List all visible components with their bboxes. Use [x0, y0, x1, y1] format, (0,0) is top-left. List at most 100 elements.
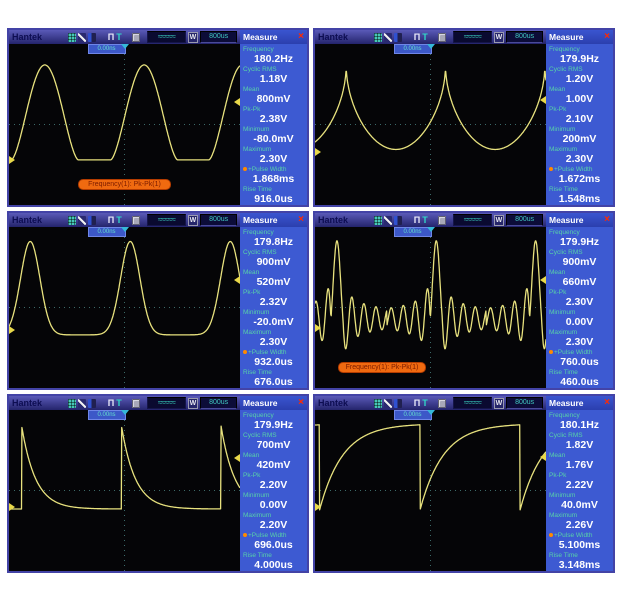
waveform-preview-box[interactable]: ≈≈≈≈≈	[453, 397, 492, 409]
trigger-level-marker[interactable]	[540, 96, 546, 105]
timebase-readout[interactable]: 800us	[200, 31, 238, 43]
measure-value: 932.0us	[254, 355, 293, 368]
trigger-time-marker[interactable]	[426, 410, 435, 415]
waveform-preview-box[interactable]: ≈≈≈≈≈	[453, 214, 492, 226]
trigger-time-marker[interactable]	[120, 44, 129, 49]
trigger-time-marker[interactable]	[426, 44, 435, 49]
pencil-edit-icon[interactable]	[384, 215, 392, 225]
window-mode-button[interactable]: W	[493, 31, 505, 43]
pencil-edit-icon[interactable]	[384, 398, 392, 408]
trigger-t-icon[interactable]: T	[116, 398, 122, 408]
measure-value: 2.30V	[565, 295, 594, 308]
close-icon[interactable]: ×	[604, 214, 610, 225]
measure-label: Pk-Pk	[549, 288, 567, 296]
pulse-trigger-icon[interactable]: Π	[107, 32, 115, 42]
measure-value: 2.26V	[565, 518, 594, 531]
channel-position-marker[interactable]	[315, 324, 321, 333]
measure-row: Frequency 179.8Hz	[240, 228, 307, 248]
pencil-edit-icon[interactable]	[78, 398, 86, 408]
timebase-readout[interactable]: 800us	[506, 214, 544, 226]
pencil-edit-icon[interactable]	[78, 32, 86, 42]
channel-position-marker[interactable]	[9, 155, 15, 164]
trigger-position-label: 0.00ns	[393, 227, 432, 237]
display-grid-icon[interactable]	[374, 32, 383, 42]
trigger-time-marker[interactable]	[120, 227, 129, 232]
trigger-t-icon[interactable]: T	[116, 32, 122, 42]
save-icon[interactable]	[132, 398, 141, 408]
channel-position-marker[interactable]	[315, 147, 321, 156]
save-icon[interactable]	[438, 215, 447, 225]
measure-row: Maximum 2.20V	[240, 511, 307, 531]
close-icon[interactable]: ×	[298, 31, 304, 42]
trigger-level-marker[interactable]	[234, 97, 240, 106]
trigger-t-icon[interactable]: T	[422, 32, 428, 42]
window-mode-button[interactable]: W	[493, 397, 505, 409]
waveform-preview-box[interactable]: ≈≈≈≈≈	[147, 397, 186, 409]
window-mode-button[interactable]: W	[493, 214, 505, 226]
waveform-preview-box[interactable]: ≈≈≈≈≈	[147, 31, 186, 43]
probe-icon[interactable]	[87, 215, 96, 225]
panel-body: 0.00ns Frequency 180.1Hz Cyclic RMS 1.82…	[315, 410, 613, 571]
measure-value: 800mV	[256, 92, 291, 105]
close-icon[interactable]: ×	[604, 31, 610, 42]
save-icon[interactable]	[438, 32, 447, 42]
pulse-trigger-icon[interactable]: Π	[107, 398, 115, 408]
waveform-preview-box[interactable]: ≈≈≈≈≈	[453, 31, 492, 43]
pulse-trigger-icon[interactable]: Π	[413, 215, 421, 225]
window-mode-button[interactable]: W	[187, 31, 199, 43]
hantek-logo: Hantek	[12, 398, 43, 408]
save-icon[interactable]	[132, 32, 141, 42]
display-grid-icon[interactable]	[68, 398, 77, 408]
measure-label-text: +Pulse Width	[248, 531, 287, 539]
timebase-readout[interactable]: 800us	[506, 31, 544, 43]
timebase-readout[interactable]: 800us	[506, 397, 544, 409]
timebase-readout[interactable]: 800us	[200, 397, 238, 409]
close-icon[interactable]: ×	[298, 214, 304, 225]
display-grid-icon[interactable]	[68, 32, 77, 42]
channel-position-marker[interactable]	[9, 326, 15, 335]
trigger-level-marker[interactable]	[234, 276, 240, 285]
trigger-t-icon[interactable]: T	[422, 398, 428, 408]
measure-label: Rise Time	[549, 551, 578, 559]
probe-icon[interactable]	[393, 32, 402, 42]
measure-row: +Pulse Width 760.0us	[546, 348, 613, 368]
save-icon[interactable]	[438, 398, 447, 408]
probe-icon[interactable]	[393, 398, 402, 408]
pulse-trigger-icon[interactable]: Π	[413, 32, 421, 42]
channel-position-marker[interactable]	[315, 502, 321, 511]
measure-title: Measure	[243, 215, 278, 225]
pencil-edit-icon[interactable]	[384, 32, 392, 42]
timebase-readout[interactable]: 800us	[200, 214, 238, 226]
window-mode-button[interactable]: W	[187, 214, 199, 226]
measure-value: 660mV	[562, 275, 597, 288]
trigger-t-icon[interactable]: T	[116, 215, 122, 225]
panel-topbar: Hantek Π T ≈≈≈≈≈ W 800us Measure ×	[9, 396, 307, 410]
probe-icon[interactable]	[87, 32, 96, 42]
waveform-preview-box[interactable]: ≈≈≈≈≈	[147, 214, 186, 226]
measure-value: 1.548ms	[558, 192, 601, 205]
trigger-level-marker[interactable]	[234, 454, 240, 463]
pencil-edit-icon[interactable]	[78, 215, 86, 225]
measure-row: Mean 520mV	[240, 268, 307, 288]
trigger-level-marker[interactable]	[540, 276, 546, 285]
window-mode-button[interactable]: W	[187, 397, 199, 409]
display-grid-icon[interactable]	[374, 398, 383, 408]
trigger-t-icon[interactable]: T	[422, 215, 428, 225]
trigger-time-marker[interactable]	[120, 410, 129, 415]
channel-position-marker[interactable]	[9, 502, 15, 511]
measure-row: Pk-Pk 2.38V	[240, 105, 307, 125]
measure-value: 1.20V	[565, 72, 594, 85]
pulse-trigger-icon[interactable]: Π	[413, 398, 421, 408]
save-icon[interactable]	[132, 215, 141, 225]
display-grid-icon[interactable]	[374, 215, 383, 225]
display-grid-icon[interactable]	[68, 215, 77, 225]
probe-icon[interactable]	[87, 398, 96, 408]
trigger-level-marker[interactable]	[540, 452, 546, 461]
pulse-trigger-icon[interactable]: Π	[107, 215, 115, 225]
close-icon[interactable]: ×	[604, 397, 610, 408]
pulse-width-bullet-icon	[243, 532, 247, 537]
oscilloscope-panel-top-right: Hantek Π T ≈≈≈≈≈ W 800us Measure ×	[313, 28, 615, 207]
probe-icon[interactable]	[393, 215, 402, 225]
close-icon[interactable]: ×	[298, 397, 304, 408]
trigger-time-marker[interactable]	[426, 227, 435, 232]
